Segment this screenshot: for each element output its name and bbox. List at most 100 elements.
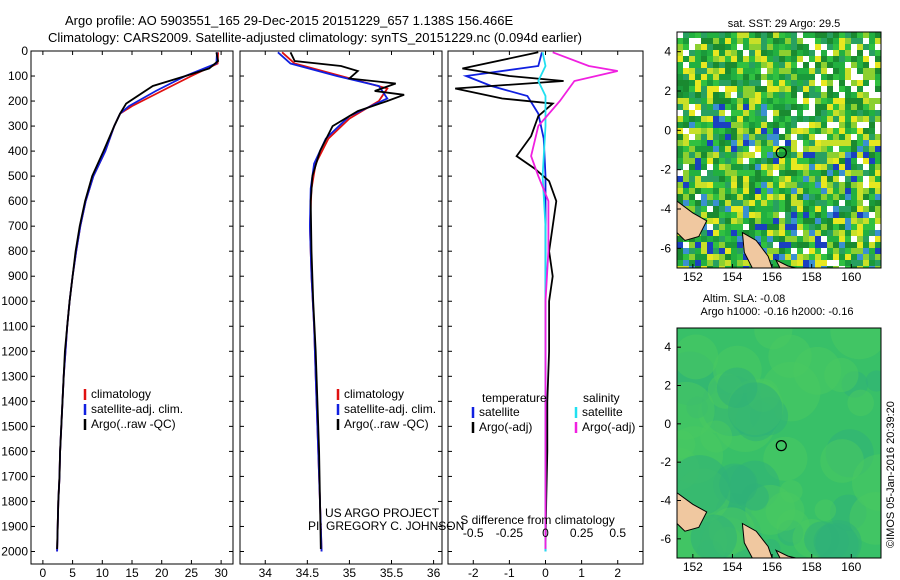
sst-cell — [791, 176, 797, 182]
sst-cell — [821, 182, 827, 188]
sst-cell — [743, 200, 749, 206]
sst-cell — [827, 80, 833, 86]
sst-cell — [689, 128, 695, 134]
sst-cell — [839, 86, 845, 92]
legend-heading-salinity: salinity — [583, 391, 620, 405]
sst-cell — [683, 44, 689, 50]
sst-cell — [737, 86, 743, 92]
sst-cell — [797, 164, 803, 170]
sst-cell — [731, 62, 737, 68]
sst-cell — [743, 110, 749, 116]
sst-cell — [827, 104, 833, 110]
sst-cell — [683, 140, 689, 146]
sst-cell — [797, 248, 803, 254]
sst-cell — [743, 38, 749, 44]
sst-cell — [731, 230, 737, 236]
sst-cell — [863, 38, 869, 44]
sst-cell — [731, 116, 737, 122]
sst-cell — [833, 80, 839, 86]
sst-cell — [683, 62, 689, 68]
sst-cell — [743, 86, 749, 92]
sst-cell — [815, 224, 821, 230]
sst-cell — [707, 260, 713, 266]
sst-cell — [839, 44, 845, 50]
sst-cell — [797, 50, 803, 56]
sst-cell — [851, 56, 857, 62]
sst-cell — [707, 158, 713, 164]
sst-cell — [677, 158, 683, 164]
sst-cell — [779, 74, 785, 80]
sst-cell — [821, 86, 827, 92]
sst-cell — [767, 164, 773, 170]
sst-cell — [809, 110, 815, 116]
sst-cell — [719, 92, 725, 98]
sst-cell — [833, 56, 839, 62]
sst-cell — [791, 170, 797, 176]
sst-cell — [767, 110, 773, 116]
sst-cell — [773, 134, 779, 140]
x-tick-label: 2 — [614, 566, 621, 580]
sst-cell — [779, 188, 785, 194]
sst-cell — [869, 188, 875, 194]
sst-cell — [845, 98, 851, 104]
sst-cell — [833, 152, 839, 158]
sst-cell — [767, 206, 773, 212]
sst-cell — [707, 218, 713, 224]
sst-cell — [695, 212, 701, 218]
sst-cell — [785, 152, 791, 158]
sst-cell — [683, 200, 689, 206]
sst-cell — [863, 218, 869, 224]
sst-cell — [845, 104, 851, 110]
sst-cell — [857, 86, 863, 92]
land-island — [774, 549, 796, 558]
sla-blob — [830, 328, 881, 360]
sst-cell — [737, 218, 743, 224]
sst-cell — [821, 218, 827, 224]
sst-cell — [779, 158, 785, 164]
sst-cell — [791, 140, 797, 146]
footer-project: US ARGO PROJECT — [325, 506, 440, 520]
sst-cell — [725, 218, 731, 224]
sla-blob — [754, 328, 793, 350]
sst-cell — [725, 74, 731, 80]
sst-cell — [737, 242, 743, 248]
sst-cell — [845, 62, 851, 68]
sst-cell — [731, 260, 737, 266]
sst-cell — [749, 230, 755, 236]
sst-cell — [701, 140, 707, 146]
x-tick-label: -1 — [504, 566, 515, 580]
sst-cell — [803, 182, 809, 188]
sst-cell — [755, 206, 761, 212]
sst-cell — [857, 68, 863, 74]
sst-cell — [707, 32, 713, 38]
sst-cell — [791, 182, 797, 188]
sst-cell — [857, 62, 863, 68]
sst-cell — [803, 62, 809, 68]
sst-cell — [689, 32, 695, 38]
sst-cell — [869, 206, 875, 212]
sst-cell — [719, 254, 725, 260]
sst-cell — [863, 146, 869, 152]
sst-cell — [875, 224, 881, 230]
sst-cell — [827, 170, 833, 176]
sst-cell — [851, 38, 857, 44]
sst-cell — [755, 218, 761, 224]
series-line — [530, 51, 618, 549]
sst-cell — [785, 242, 791, 248]
sst-cell — [791, 74, 797, 80]
sst-cell — [809, 218, 815, 224]
sst-cell — [803, 98, 809, 104]
sst-cell — [725, 38, 731, 44]
sst-cell — [833, 104, 839, 110]
sst-cell — [797, 260, 803, 266]
sst-cell — [779, 242, 785, 248]
map-frame — [676, 31, 882, 269]
sst-cell — [809, 122, 815, 128]
sst-cell — [743, 134, 749, 140]
sst-cell — [827, 92, 833, 98]
sst-cell — [785, 110, 791, 116]
sst-cell — [821, 110, 827, 116]
sst-cell — [863, 92, 869, 98]
sst-cell — [683, 50, 689, 56]
sst-cell — [869, 122, 875, 128]
